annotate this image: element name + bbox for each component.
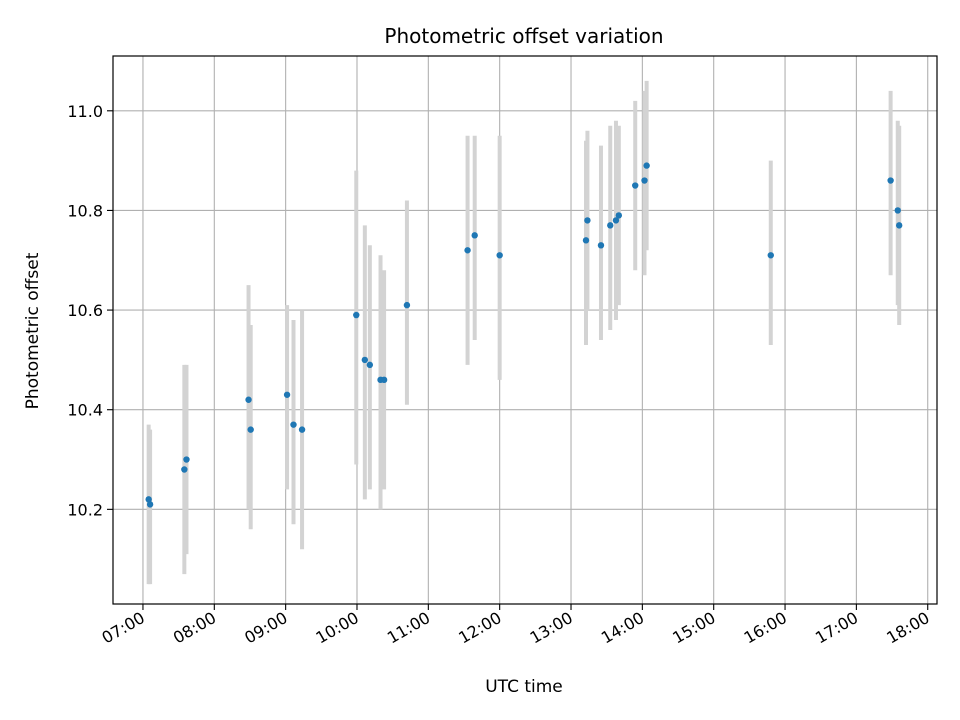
data-point <box>245 396 252 403</box>
y-tick-label: 10.6 <box>67 301 103 320</box>
data-point <box>247 426 254 433</box>
data-points <box>145 162 903 508</box>
data-point <box>283 391 291 398</box>
data-point <box>632 182 639 189</box>
data-point <box>464 247 471 254</box>
y-tick-label: 11.0 <box>67 102 103 121</box>
data-point <box>895 222 903 229</box>
chart-title: Photometric offset variation <box>384 24 663 48</box>
data-point <box>641 177 648 184</box>
data-point <box>643 162 650 169</box>
data-point <box>353 311 360 319</box>
data-point <box>887 177 894 184</box>
data-point <box>612 217 620 224</box>
plot-area-frame <box>112 55 938 605</box>
data-point <box>361 356 369 364</box>
data-point <box>767 252 774 259</box>
data-point <box>582 237 590 244</box>
y-tick-label: 10.2 <box>67 500 103 519</box>
data-point <box>496 252 503 259</box>
data-point <box>471 232 478 239</box>
data-point <box>380 376 388 384</box>
data-point <box>298 426 306 433</box>
y-tick-label: 10.4 <box>67 401 103 420</box>
data-point <box>290 421 297 428</box>
data-point <box>894 207 901 214</box>
data-point <box>366 361 374 369</box>
y-tick-label: 10.8 <box>67 201 103 220</box>
data-point <box>181 466 188 473</box>
data-point <box>615 212 623 219</box>
data-point <box>145 496 152 503</box>
data-point <box>183 456 190 463</box>
data-point <box>403 301 411 309</box>
data-point <box>584 217 591 224</box>
data-point <box>607 222 614 229</box>
data-point <box>597 242 605 249</box>
x-axis-label: UTC time <box>485 677 563 697</box>
y-axis-label: Photometric offset <box>23 252 43 409</box>
data-point <box>146 501 154 508</box>
y-axis-ticks: 10.2 10.4 10.6 10.8 11.0 <box>67 102 113 519</box>
